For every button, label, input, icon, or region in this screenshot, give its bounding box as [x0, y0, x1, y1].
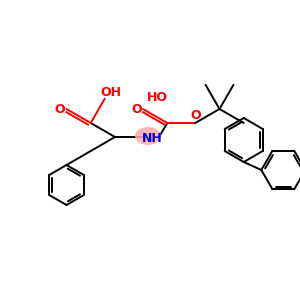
Text: NH: NH: [142, 132, 163, 145]
Ellipse shape: [135, 127, 161, 145]
Text: OH: OH: [101, 86, 122, 99]
Text: O: O: [190, 109, 201, 122]
Text: O: O: [55, 103, 65, 116]
Text: HO: HO: [147, 91, 168, 104]
Text: O: O: [131, 103, 142, 116]
